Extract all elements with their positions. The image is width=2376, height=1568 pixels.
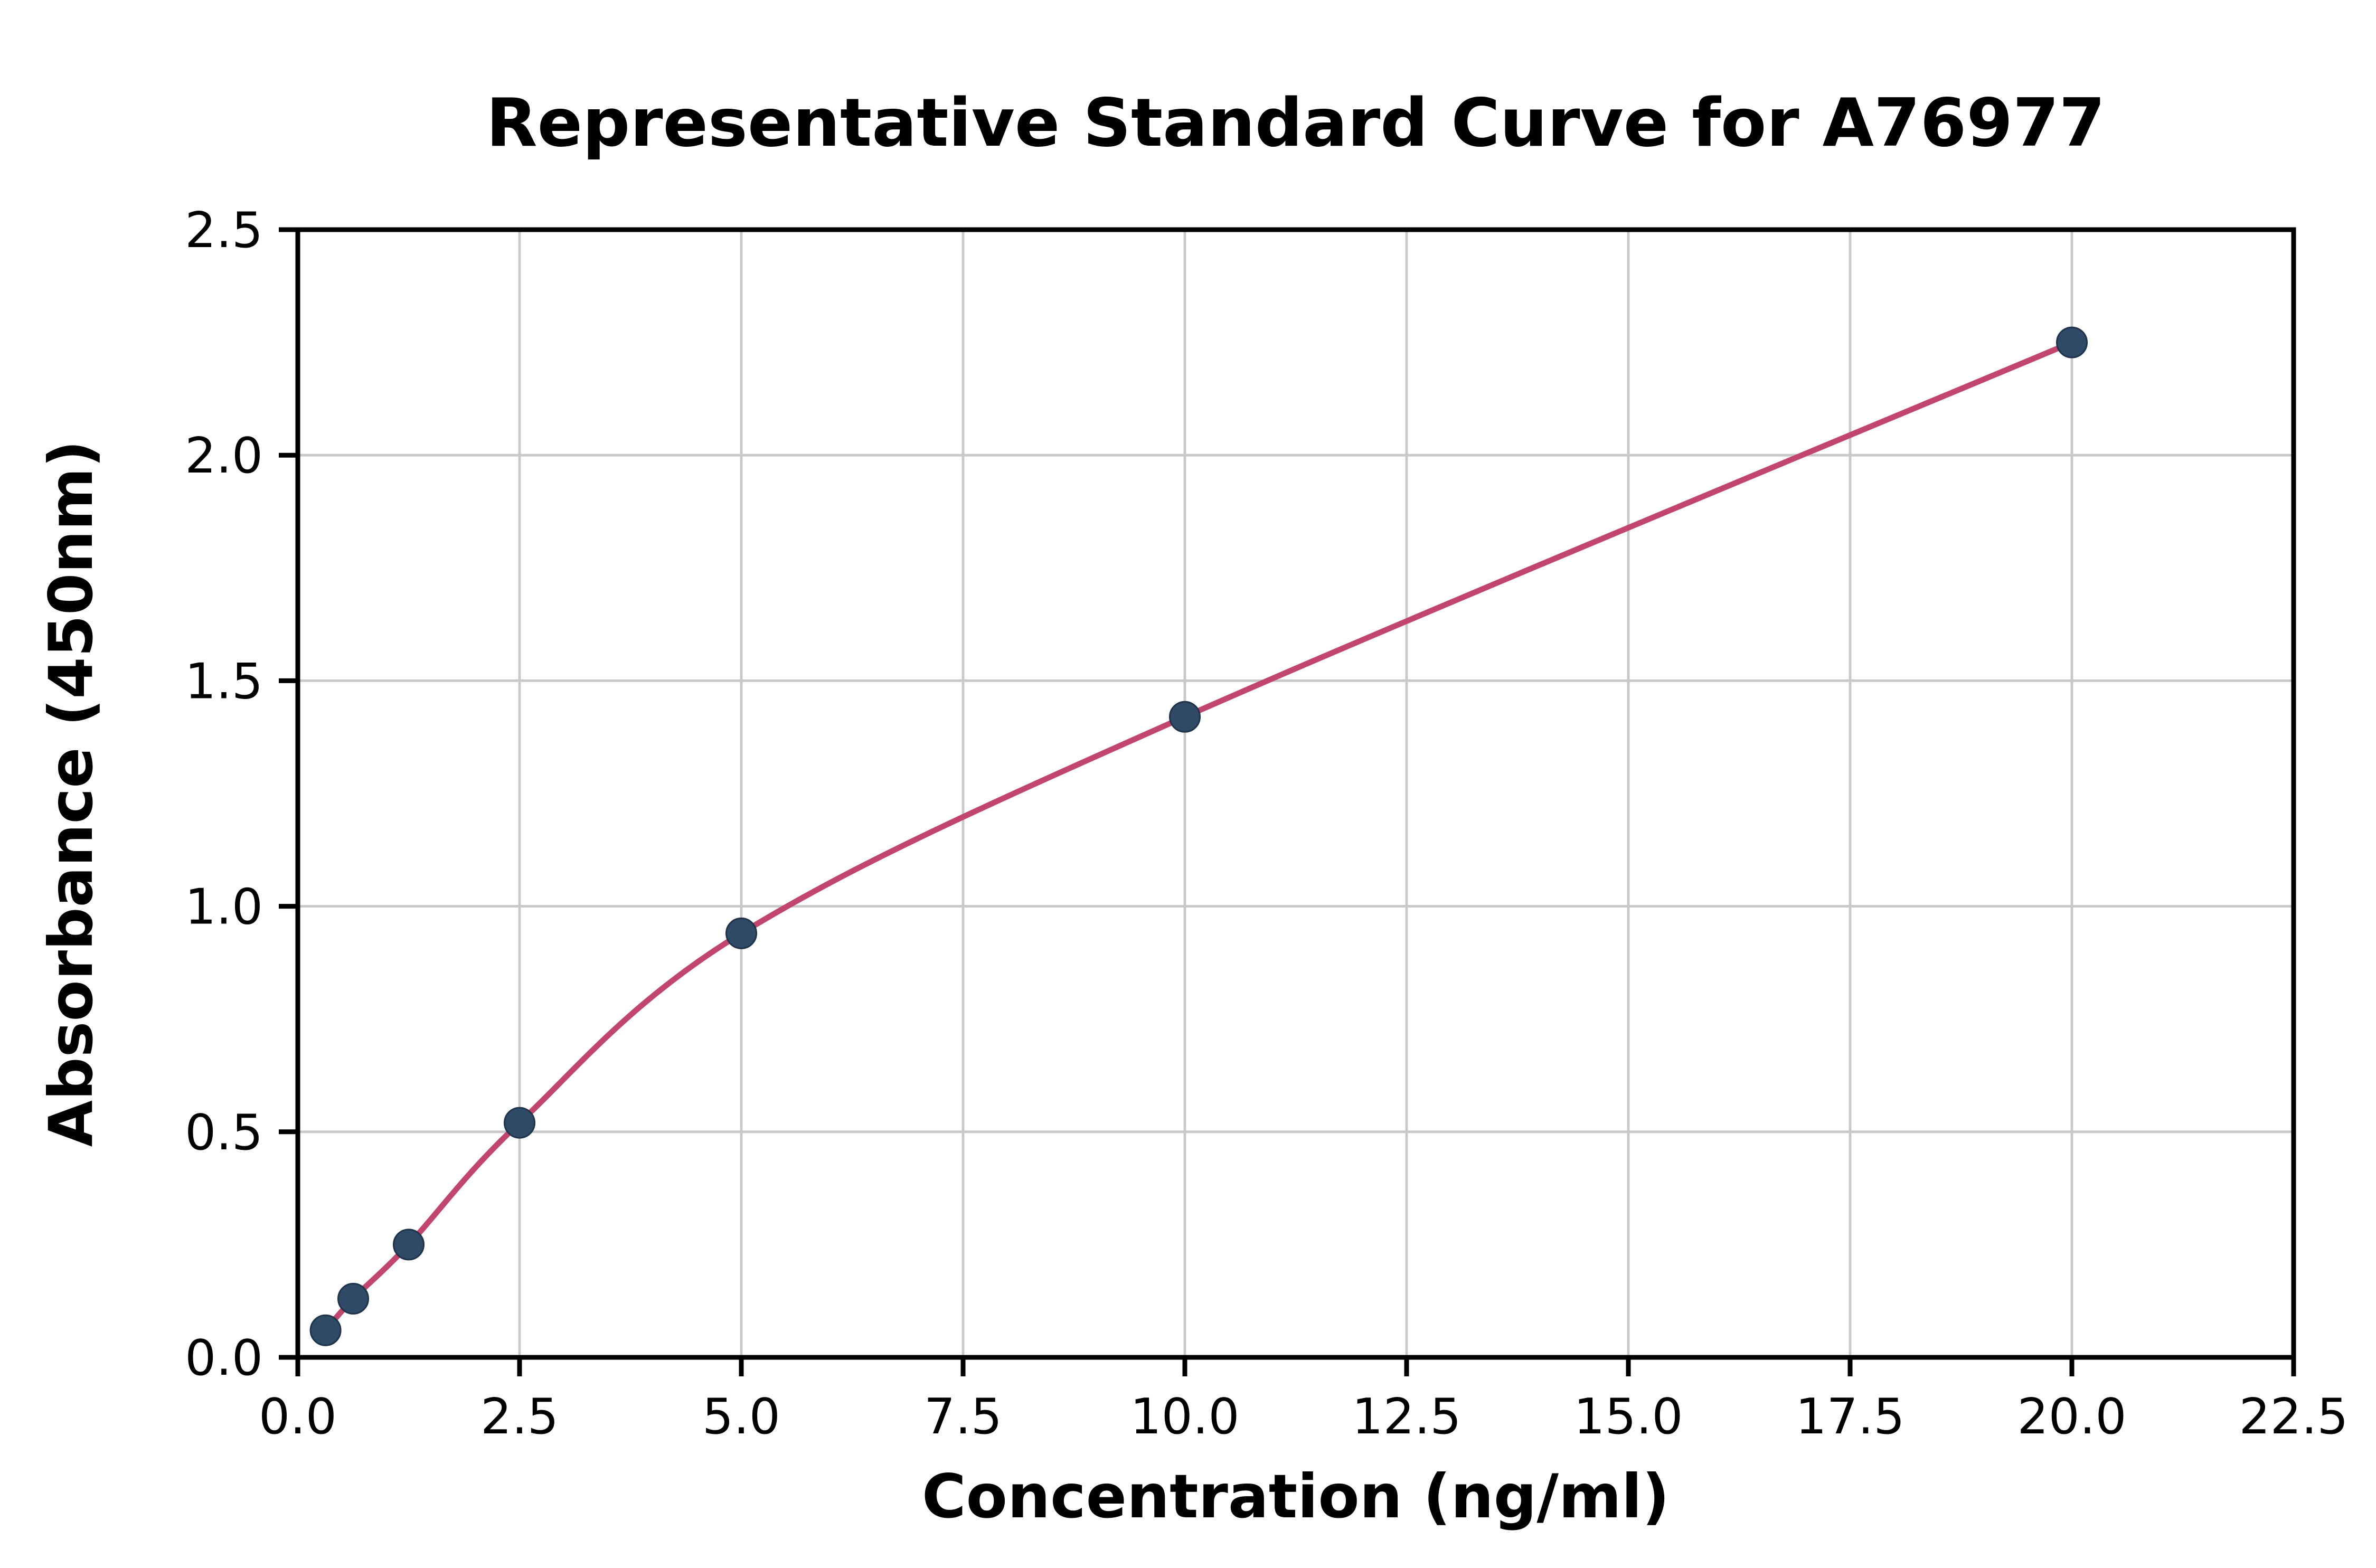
y-tick-label: 1.5	[185, 653, 263, 710]
y-axis-label: Absorbance (450nm)	[36, 440, 106, 1147]
axis-ticks: 0.0 2.5 5.0 7.5 10.0 12.5 15.0 17.5 20.0 22.5 0.0 0…	[185, 202, 2348, 1445]
data-point	[504, 1107, 535, 1139]
data-point	[2056, 326, 2088, 358]
plot-border	[295, 227, 2296, 1360]
data-point	[725, 917, 757, 949]
y-tick-label: 1.0	[185, 879, 263, 936]
plot-data	[309, 326, 2088, 1346]
x-tick-label: 0.0	[259, 1388, 337, 1445]
data-point	[393, 1229, 425, 1261]
data-point	[1169, 701, 1201, 733]
y-tick-label: 0.0	[185, 1329, 263, 1386]
x-tick-label: 7.5	[924, 1388, 1002, 1445]
x-tick-label: 10.0	[1130, 1388, 1239, 1445]
x-axis-label: Concentration (ng/ml)	[922, 1461, 1670, 1532]
grid-lines	[296, 228, 2295, 1359]
data-point	[337, 1282, 369, 1315]
x-tick-label: 17.5	[1795, 1388, 1904, 1445]
chart-title: Representative Standard Curve for A76977	[486, 84, 2106, 162]
y-tick-label: 2.5	[185, 202, 263, 259]
x-tick-label: 2.5	[480, 1388, 559, 1445]
x-tick-label: 12.5	[1352, 1388, 1461, 1445]
y-tick-label: 0.5	[185, 1104, 263, 1161]
data-point	[309, 1314, 342, 1346]
y-tick-label: 2.0	[185, 427, 263, 484]
x-tick-label: 20.0	[2017, 1388, 2126, 1445]
x-tick-label: 22.5	[2239, 1388, 2348, 1445]
fit-curve	[323, 339, 2075, 1334]
x-tick-label: 15.0	[1573, 1388, 1683, 1445]
x-tick-label: 5.0	[702, 1388, 780, 1445]
